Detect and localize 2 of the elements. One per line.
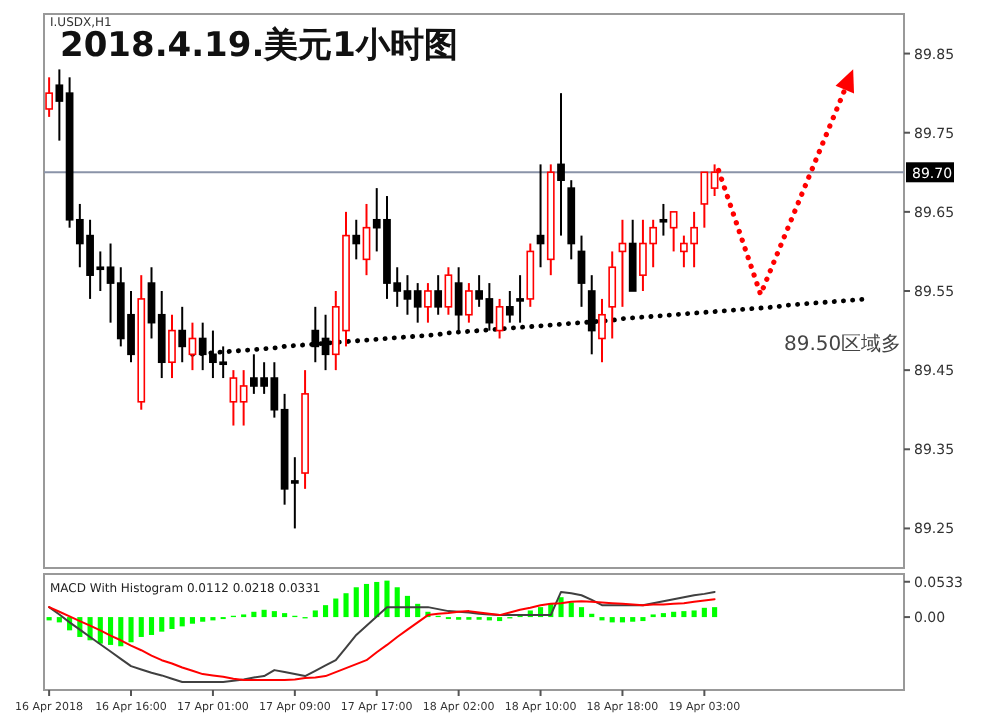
- chart-title: 2018.4.19.美元1小时图: [60, 26, 459, 66]
- annotation: 89.50区域多: [784, 332, 902, 356]
